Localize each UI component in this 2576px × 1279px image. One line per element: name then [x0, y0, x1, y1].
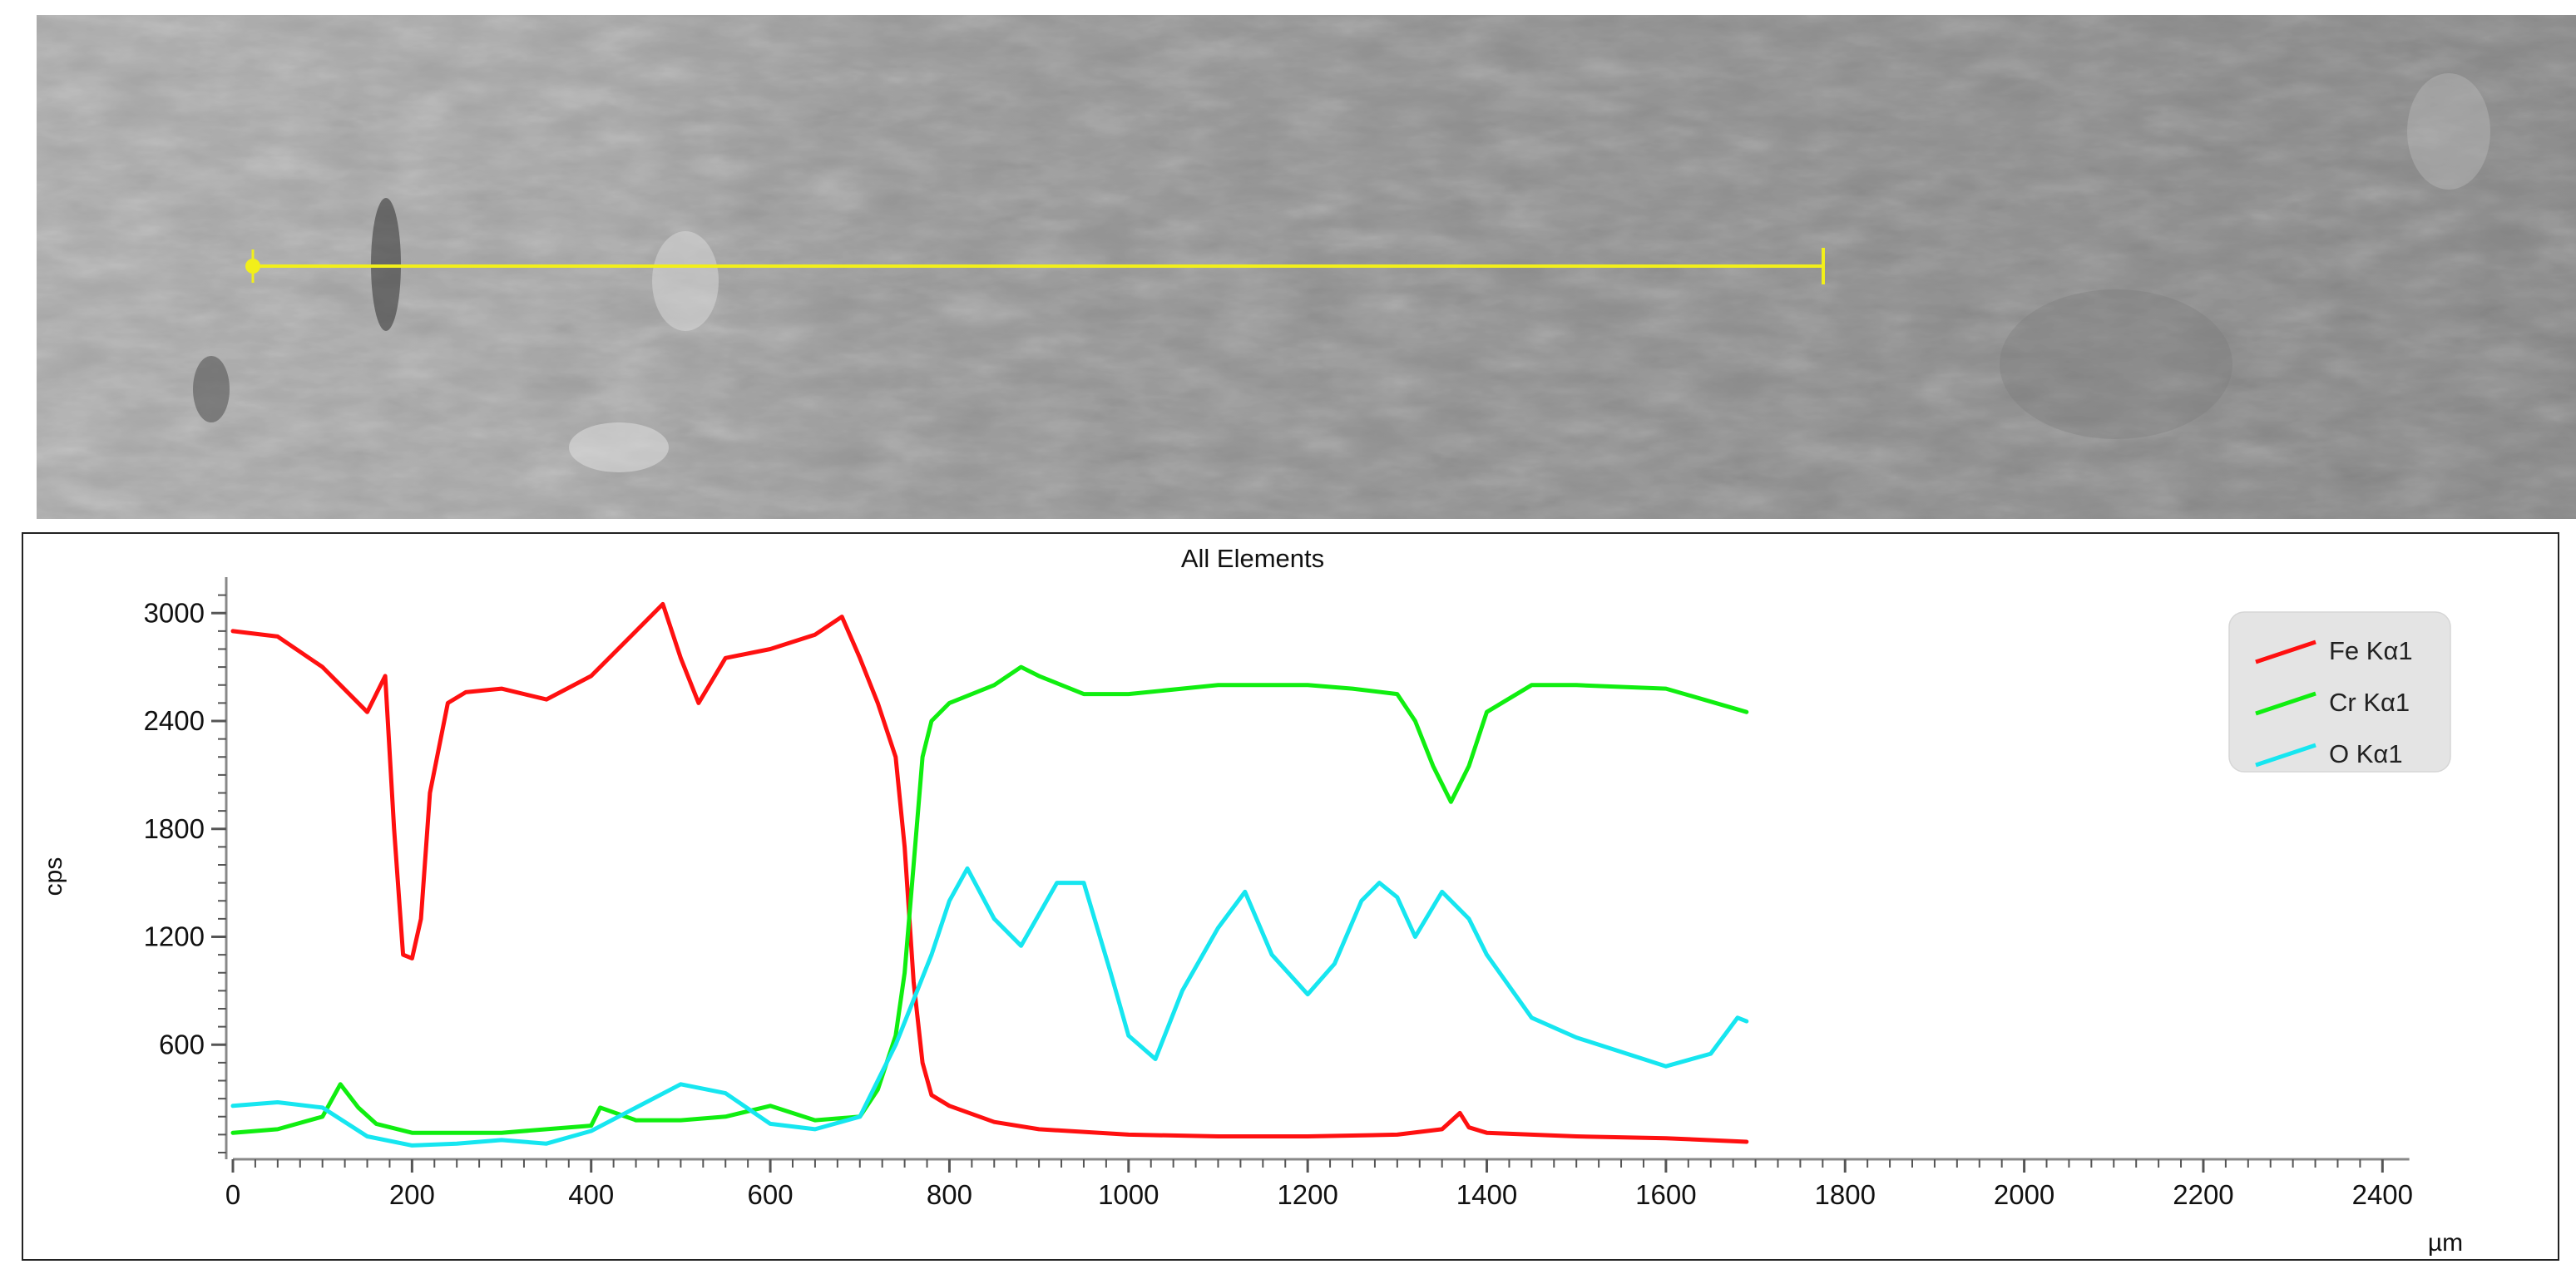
- chart-title: All Elements: [1181, 544, 1324, 573]
- y-tick-label: 3000: [144, 597, 205, 628]
- x-tick-label: 2200: [2173, 1179, 2233, 1210]
- x-tick-label: 800: [927, 1179, 972, 1210]
- x-tick-label: 1400: [1456, 1179, 1517, 1210]
- series-line: [230, 601, 1749, 1144]
- y-tick-label: 1200: [144, 921, 205, 952]
- y-axis-label: cps: [40, 857, 67, 896]
- legend-entry: Fe Kα1: [2329, 636, 2413, 665]
- x-tick-label: 1800: [1815, 1179, 1876, 1210]
- sem-image: [37, 15, 2576, 519]
- x-tick-label: 1600: [1635, 1179, 1696, 1210]
- x-tick-label: 200: [389, 1179, 435, 1210]
- series-lines: [230, 601, 1749, 1148]
- x-tick-label: 0: [225, 1179, 240, 1210]
- x-tick-label: 2000: [1994, 1179, 2054, 1210]
- y-tick-label: 2400: [144, 705, 205, 736]
- x-axis-label: µm: [2428, 1229, 2463, 1257]
- legend-swatch: [2255, 640, 2316, 664]
- x-tick-label: 400: [568, 1179, 614, 1210]
- x-tick-label: 1000: [1098, 1179, 1159, 1210]
- x-tick-label: 2400: [2352, 1179, 2413, 1210]
- series-line: [230, 664, 1749, 1135]
- chart-panel: All Elements cps µm 0 200 400 600 800 1000 120…: [22, 532, 2559, 1261]
- line-chart: All Elements cps µm 0 200 400 600 800 1000 120…: [40, 544, 2463, 1257]
- series-line: [230, 866, 1749, 1148]
- legend-entry: O Kα1: [2329, 739, 2403, 768]
- x-tick-label: 1200: [1277, 1179, 1337, 1210]
- legend-entry: Cr Kα1: [2329, 688, 2410, 717]
- scan-line: [245, 248, 1825, 284]
- x-tick-label: 600: [748, 1179, 794, 1210]
- legend-swatch: [2255, 743, 2316, 768]
- legend-swatch: [2255, 691, 2316, 716]
- axes: 0 200 400 600 800 1000 1200 1400 1600 1800 2000 220…: [144, 577, 2413, 1210]
- y-tick-label: 1800: [144, 813, 205, 844]
- legend: Fe Kα1 Cr Kα1 O Kα1: [2228, 611, 2451, 773]
- y-tick-label: 600: [159, 1029, 205, 1059]
